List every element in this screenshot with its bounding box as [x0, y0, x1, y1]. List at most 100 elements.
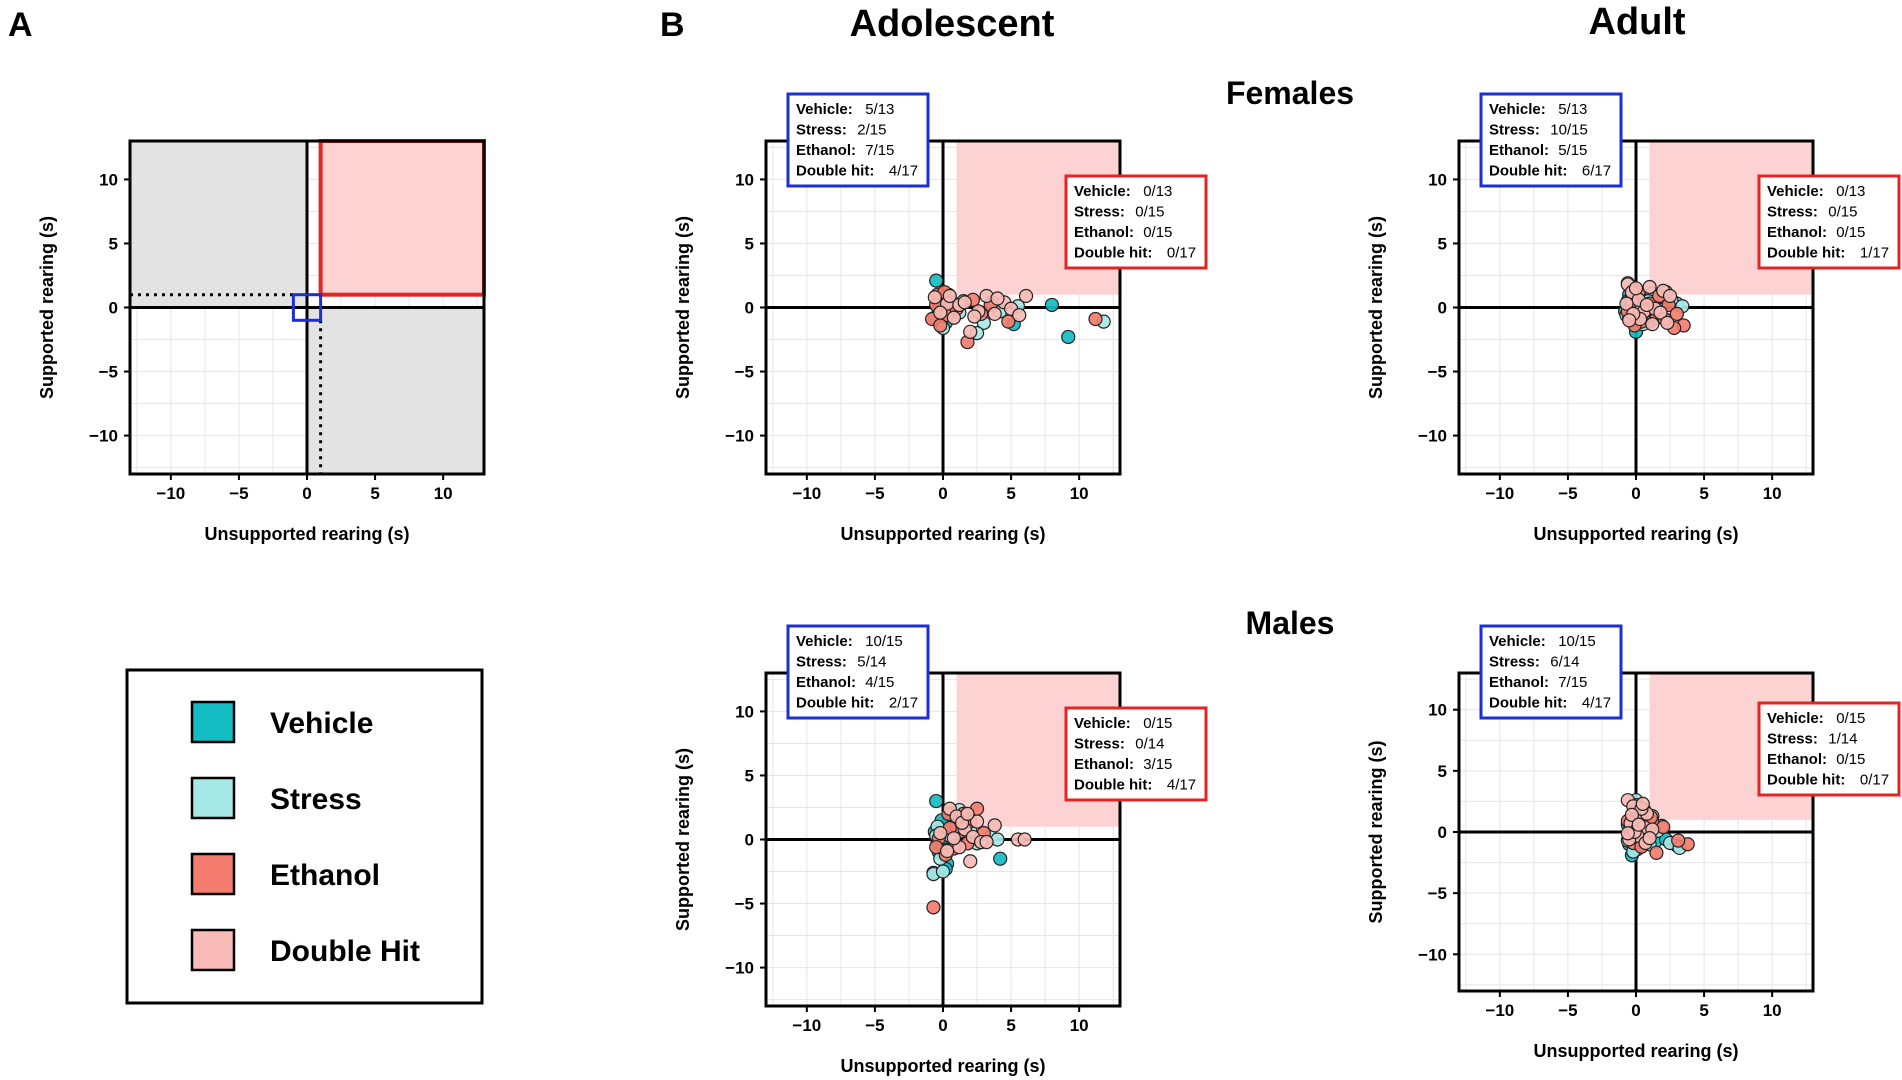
count-value: 2/17: [889, 695, 918, 712]
y-tick-label: −5: [735, 363, 754, 382]
chart-adult-males: −10 −5 0 5 10 −10 −5 0 5 10 Unsupported rearing (s…: [1366, 624, 1901, 1061]
chart-schematic: −10 −5 0 5 10 −10 −5 0 5 10 Unsupported rearing (s…: [37, 139, 486, 544]
chart-adult-females: −10 −5 0 5 10 −10 −5 0 5 10 Unsupported rearing (s…: [1366, 92, 1901, 544]
y-tick-label: −10: [725, 959, 754, 978]
y-tick-label: 5: [745, 234, 754, 253]
gray-quadrant: [307, 307, 484, 474]
x-tick-label: −10: [792, 484, 821, 503]
count-value: 0/17: [1860, 772, 1889, 789]
x-tick-label: 0: [938, 484, 947, 503]
data-point-double-hit: [987, 818, 1002, 833]
y-tick-label: 0: [109, 299, 118, 318]
data-point-double-hit: [1645, 317, 1660, 332]
count-value: 10/15: [1550, 122, 1588, 139]
count-label: Ethanol:: [1767, 751, 1827, 768]
red-count-box-frame: [1757, 701, 1901, 797]
x-axis-label: Unsupported rearing (s): [1533, 524, 1738, 544]
data-point-ethanol: [1088, 311, 1103, 327]
x-tick-label: 5: [1699, 484, 1708, 503]
x-tick-label: 0: [1631, 1001, 1640, 1020]
count-value: 10/15: [1558, 633, 1596, 650]
data-point-double-hit: [933, 825, 948, 841]
count-value: 0/14: [1135, 736, 1164, 753]
data-point-stress: [935, 864, 951, 879]
legend-swatch-vehicle: [190, 700, 236, 744]
count-value: 0/17: [1167, 245, 1196, 262]
chart-adolescent-males: −10 −5 0 5 10 −10 −5 0 5 10 Unsupported rearing (s…: [673, 624, 1208, 1076]
count-label: Stress:: [796, 122, 847, 139]
panel-label-b: B: [660, 6, 685, 44]
count-value: 6/17: [1582, 163, 1611, 180]
blue-count-box-frame: [1479, 92, 1623, 188]
legend-label: Double Hit: [270, 935, 420, 968]
blue-count-box-frame: [786, 92, 930, 188]
data-point-double-hit: [987, 306, 1002, 322]
blue-count-box-frame: [786, 624, 930, 720]
x-tick-label: 0: [302, 484, 311, 503]
y-axis-label: Supported rearing (s): [673, 748, 693, 931]
count-value: 6/14: [1550, 654, 1579, 671]
data-point-double-hit: [1660, 315, 1675, 330]
x-tick-label: −5: [865, 1016, 884, 1035]
count-value: 4/17: [889, 163, 918, 180]
legend-swatch-double-hit: [190, 928, 236, 972]
count-value: 0/13: [1143, 183, 1172, 200]
y-tick-label: −10: [89, 427, 118, 446]
count-label: Vehicle:: [1074, 183, 1131, 200]
count-value: 10/15: [865, 633, 903, 650]
data-point-double-hit: [1642, 279, 1657, 295]
y-tick-label: 5: [1438, 234, 1447, 253]
count-label: Ethanol:: [1489, 142, 1549, 159]
count-label: Vehicle:: [1767, 183, 1824, 200]
data-point-ethanol: [1671, 833, 1686, 848]
count-label: Double hit:: [1489, 695, 1567, 712]
data-point-ethanol: [933, 318, 948, 333]
y-tick-label: 5: [109, 234, 118, 253]
x-tick-label: 5: [1006, 484, 1015, 503]
y-tick-label: 0: [1438, 823, 1447, 842]
x-axis-label: Unsupported rearing (s): [840, 1056, 1045, 1076]
count-label: Stress:: [796, 654, 847, 671]
count-label: Double hit:: [1767, 772, 1845, 789]
data-point-vehicle: [1044, 297, 1060, 313]
x-tick-label: −5: [1558, 484, 1577, 503]
count-label: Vehicle:: [1489, 101, 1546, 118]
blue-region: [291, 293, 323, 322]
red-count-box-frame: [1757, 174, 1901, 270]
y-tick-label: −5: [99, 363, 118, 382]
count-value: 5/15: [1558, 142, 1587, 159]
x-tick-label: −5: [865, 484, 884, 503]
x-tick-label: 10: [1070, 484, 1089, 503]
legend-swatch-stress: [190, 776, 236, 820]
blue-count-box-frame: [1479, 624, 1623, 720]
count-value: 0/15: [1836, 710, 1865, 727]
panel-label-a: A: [8, 6, 33, 44]
red-count-box-frame: [1064, 706, 1208, 802]
x-tick-label: −10: [1485, 484, 1514, 503]
x-tick-label: 5: [1006, 1016, 1015, 1035]
x-tick-label: 0: [938, 1016, 947, 1035]
y-axis-label: Supported rearing (s): [1366, 740, 1386, 923]
data-point-double-hit: [1631, 817, 1646, 832]
legend-label: Ethanol: [270, 859, 380, 892]
x-axis-label: Unsupported rearing (s): [204, 524, 409, 544]
count-label: Stress:: [1767, 204, 1818, 221]
data-point-double-hit: [1017, 832, 1032, 847]
column-title-adolescent: Adolescent: [850, 3, 1055, 45]
count-label: Ethanol:: [1489, 674, 1549, 691]
data-point-double-hit: [1662, 288, 1678, 304]
y-tick-label: −10: [1418, 945, 1447, 964]
x-tick-label: −5: [1558, 1001, 1577, 1020]
data-point-double-hit: [1653, 305, 1668, 320]
data-point-vehicle: [929, 793, 944, 809]
data-point-double-hit: [963, 854, 978, 869]
data-point-ethanol: [926, 900, 941, 915]
count-label: Vehicle:: [1489, 633, 1546, 650]
data-point-double-hit: [960, 806, 975, 821]
x-tick-label: 10: [1763, 484, 1782, 503]
count-label: Ethanol:: [796, 674, 856, 691]
